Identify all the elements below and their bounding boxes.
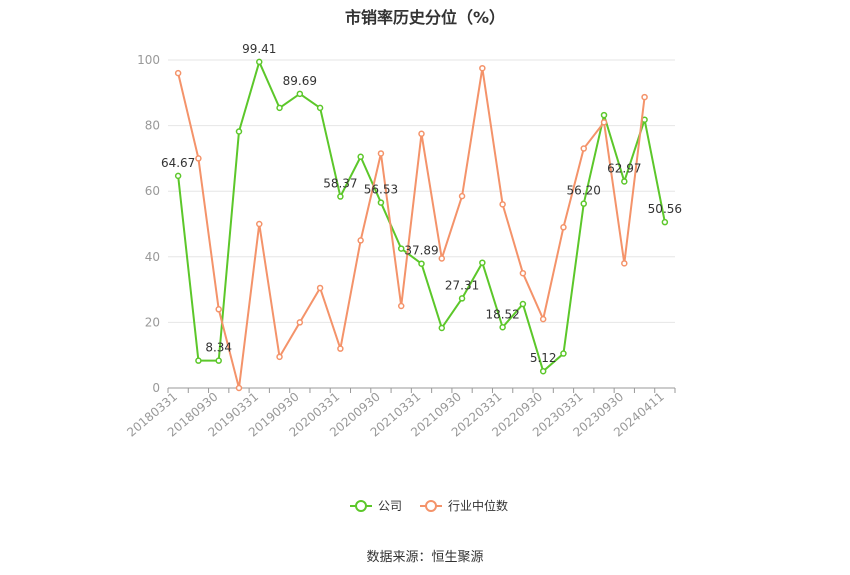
grid-lines <box>168 59 675 323</box>
data-label: 89.69 <box>283 74 317 88</box>
data-point <box>377 199 385 206</box>
data-point <box>519 269 527 277</box>
data-point <box>539 367 547 375</box>
data-point <box>235 384 243 392</box>
data-point <box>580 145 587 152</box>
data-point <box>641 93 648 101</box>
data-point <box>235 128 243 135</box>
data-point <box>479 64 486 72</box>
data-point <box>174 69 182 77</box>
data-label: 99.41 <box>242 42 276 56</box>
legend-label: 公司 <box>378 499 402 513</box>
data-point <box>397 245 405 252</box>
data-point <box>479 259 486 266</box>
data-point <box>499 201 506 208</box>
data-point <box>377 150 385 157</box>
data-point <box>600 119 608 126</box>
y-tick-label: 60 <box>145 184 160 198</box>
data-label: 64.67 <box>161 156 195 170</box>
data-label: 27.31 <box>445 278 479 292</box>
data-point <box>418 130 425 138</box>
data-label: 8.34 <box>205 341 232 355</box>
data-point <box>316 284 324 292</box>
data-point <box>560 224 567 231</box>
data-point <box>337 345 344 352</box>
legend-label: 行业中位数 <box>448 498 508 513</box>
data-point <box>215 357 222 364</box>
y-tick-label: 40 <box>145 250 160 264</box>
data-point <box>296 90 304 98</box>
data-point <box>357 153 364 161</box>
data-point <box>357 237 364 244</box>
data-label: 50.56 <box>648 202 682 216</box>
data-point <box>174 172 182 180</box>
data-point <box>560 350 567 357</box>
data-point <box>276 353 283 361</box>
data-label: 58.37 <box>323 177 357 191</box>
data-label: 56.53 <box>364 183 398 197</box>
data-label: 37.89 <box>404 244 438 258</box>
data-point <box>438 255 446 262</box>
data-point <box>438 324 446 332</box>
data-point <box>195 357 202 364</box>
data-point <box>256 220 263 228</box>
legend-item-company: 公司 <box>350 499 402 513</box>
data-labels: 64.67 8.34 99.41 89.69 58.37 56.53 37.89 27.31 1… <box>161 42 682 365</box>
data-point <box>519 300 527 308</box>
data-point <box>397 302 405 310</box>
series-lines <box>174 58 669 392</box>
y-tick-label: 20 <box>145 315 160 329</box>
data-point <box>499 324 506 331</box>
data-point <box>418 260 425 267</box>
data-point <box>600 111 608 119</box>
legend-swatch-marker <box>425 500 437 512</box>
data-point <box>621 178 628 185</box>
legend-item-industry-median: 行业中位数 <box>420 498 508 513</box>
data-point <box>276 104 283 112</box>
data-point <box>458 192 466 200</box>
y-tick-label: 80 <box>145 119 160 133</box>
data-point <box>580 200 587 207</box>
legend-swatch-marker <box>355 500 367 512</box>
data-label: 5.12 <box>530 351 557 365</box>
y-tick-label: 100 <box>137 53 160 67</box>
data-label: 62.97 <box>607 161 641 175</box>
data-point <box>296 319 304 326</box>
data-point <box>539 315 547 323</box>
data-point <box>256 58 263 66</box>
source-note: 数据来源：恒生聚源 <box>366 550 484 565</box>
data-point <box>195 155 202 162</box>
chart-title: 市销率历史分位（%） <box>344 8 506 27</box>
data-point <box>661 218 669 226</box>
data-point <box>316 104 324 112</box>
data-point <box>337 193 344 200</box>
data-point <box>621 260 628 267</box>
data-label: 18.52 <box>485 307 519 321</box>
series-line-industry-median <box>177 67 646 389</box>
y-tick-label: 0 <box>152 381 160 395</box>
legend: 公司 行业中位数 <box>350 498 508 513</box>
data-point <box>215 306 222 313</box>
series-line-company <box>177 60 666 373</box>
data-point <box>458 295 466 302</box>
data-label: 56.20 <box>567 184 601 198</box>
